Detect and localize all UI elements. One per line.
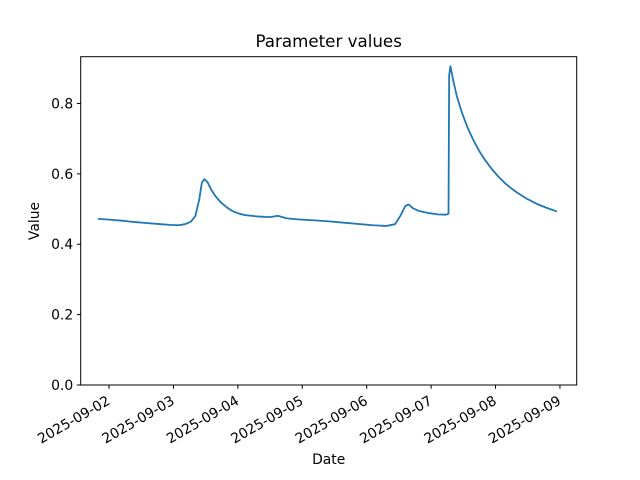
data-line-layer bbox=[97, 65, 557, 227]
y-tick-label: 0.4 bbox=[51, 237, 73, 253]
y-tick-label: 0.2 bbox=[51, 308, 73, 324]
x-axis-label: Date bbox=[312, 452, 345, 468]
x-tick-label: 2025-09-03 bbox=[100, 393, 178, 447]
x-tick-label: 2025-09-06 bbox=[293, 393, 371, 447]
y-tick-label: 0.6 bbox=[51, 167, 73, 183]
x-tick-label: 2025-09-07 bbox=[357, 393, 435, 447]
x-tick-label: 2025-09-09 bbox=[486, 393, 564, 447]
chart-title: Parameter values bbox=[255, 31, 401, 51]
x-tick-label: 2025-09-04 bbox=[164, 393, 242, 447]
y-axis-label: Value bbox=[27, 202, 43, 240]
y-tick-label: 0.0 bbox=[51, 378, 73, 394]
axes-frame bbox=[80, 56, 578, 386]
y-tick-label: 0.8 bbox=[51, 96, 73, 112]
x-tick-label: 2025-09-02 bbox=[35, 393, 113, 447]
x-tick-label: 2025-09-08 bbox=[422, 393, 500, 447]
series-line-parameter-value bbox=[97, 65, 557, 227]
x-tick-label: 2025-09-05 bbox=[228, 393, 306, 447]
